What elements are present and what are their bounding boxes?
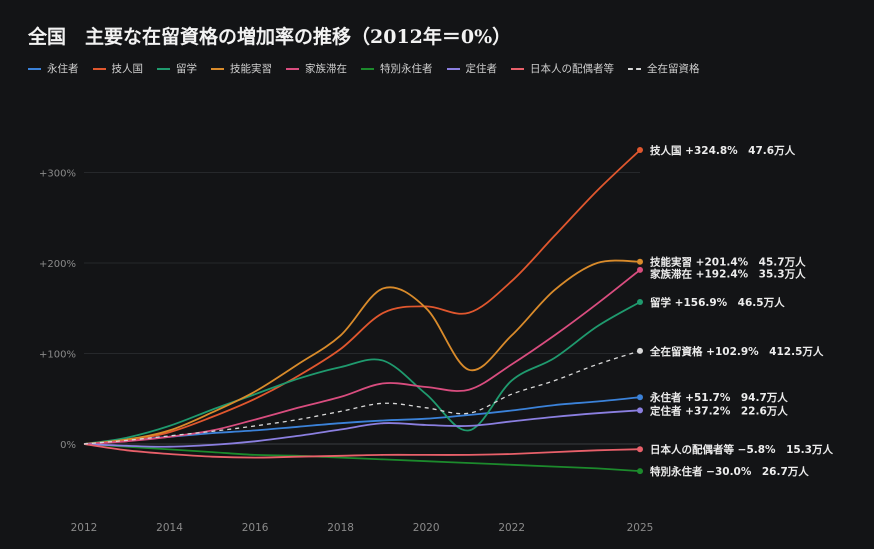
legend-item: 留学 — [157, 61, 197, 76]
y-tick-label: +100% — [39, 350, 76, 361]
y-tick-label: +300% — [39, 169, 76, 180]
x-tick-label: 2016 — [242, 522, 269, 534]
series-end-label: 定住者 +37.2% 22.6万人 — [649, 404, 788, 417]
legend-item: 全在留資格 — [628, 61, 700, 76]
series-end-point-5 — [637, 468, 643, 475]
legend-label: 日本人の配偶者等 — [530, 63, 614, 75]
series-end-point-1 — [637, 147, 643, 154]
series-end-label: 留学 +156.9% 46.5万人 — [650, 296, 785, 309]
series-end-label: 特別永住者 −30.0% 26.7万人 — [650, 465, 809, 478]
legend-item: 技人国 — [92, 61, 144, 76]
legend-label: 定住者 — [465, 63, 498, 75]
series-line-3 — [83, 259, 641, 445]
series-end-point-8 — [637, 347, 643, 354]
series-end-point-2 — [637, 299, 643, 306]
legend-swatch — [211, 67, 224, 70]
series-end-point-0 — [637, 394, 643, 401]
series-line-6 — [83, 409, 641, 448]
legend-swatch — [628, 67, 641, 70]
legend-label: 特別永住者 — [380, 63, 433, 75]
legend-item: 日本人の配偶者等 — [511, 61, 614, 76]
legend-item: 技能実習 — [211, 61, 272, 76]
series-end-label: 日本人の配偶者等 −5.8% 15.3万人 — [650, 443, 833, 456]
series-end-point-7 — [637, 446, 643, 453]
legend-swatch — [157, 67, 170, 70]
series-line-7 — [83, 443, 641, 459]
series-end-label: 家族滞在 +192.4% 35.3万人 — [650, 268, 806, 281]
series-end-label: 永住者 +51.7% 94.7万人 — [649, 391, 788, 404]
series-end-label: 技能実習 +201.4% 45.7万人 — [650, 256, 806, 269]
legend-item: 家族滞在 — [286, 61, 347, 76]
legend-label: 留学 — [176, 63, 197, 75]
x-tick-label: 2020 — [413, 522, 440, 534]
series-line-2 — [83, 301, 641, 445]
legend-swatch — [361, 67, 374, 70]
legend-label: 全在留資格 — [647, 63, 700, 75]
legend-label: 家族滞在 — [305, 63, 347, 75]
legend-item: 定住者 — [446, 61, 498, 76]
legend: 永住者 技人国 留学 技能実習 家族滞在 特別永住者 定住者 日本人の配偶者等 全在留資格 — [28, 61, 700, 76]
series-end-point-6 — [637, 407, 643, 414]
legend-swatch — [286, 67, 299, 70]
series-end-point-4 — [637, 266, 643, 273]
legend-swatch — [28, 67, 41, 70]
legend-swatch — [511, 67, 524, 70]
y-tick-label: 0% — [60, 440, 76, 451]
series-line-5 — [83, 443, 641, 472]
y-tick-label: +200% — [39, 259, 76, 270]
x-tick-label: 2014 — [156, 522, 183, 534]
x-tick-label: 2012 — [71, 522, 98, 534]
series-line-1 — [83, 149, 641, 445]
legend-item: 永住者 — [28, 61, 79, 76]
x-tick-label: 2022 — [498, 522, 525, 534]
series-end-point-3 — [637, 258, 643, 265]
legend-swatch — [446, 67, 460, 70]
legend-label: 永住者 — [47, 63, 79, 75]
legend-item: 特別永住者 — [361, 61, 433, 76]
x-tick-label: 2018 — [327, 522, 354, 534]
series-line-4 — [83, 269, 641, 445]
series-line-8 — [83, 350, 641, 445]
legend-label: 技人国 — [111, 63, 144, 75]
series-end-label: 全在留資格 +102.9% 412.5万人 — [649, 345, 824, 358]
legend-swatch — [92, 67, 106, 70]
legend-label: 技能実習 — [230, 63, 272, 75]
x-tick-label: 2025 — [627, 522, 654, 534]
series-end-label: 技人国 +324.8% 47.6万人 — [650, 144, 796, 157]
chart-title: 全国 主要な在留資格の増加率の推移（2012年＝0%） — [28, 26, 512, 48]
